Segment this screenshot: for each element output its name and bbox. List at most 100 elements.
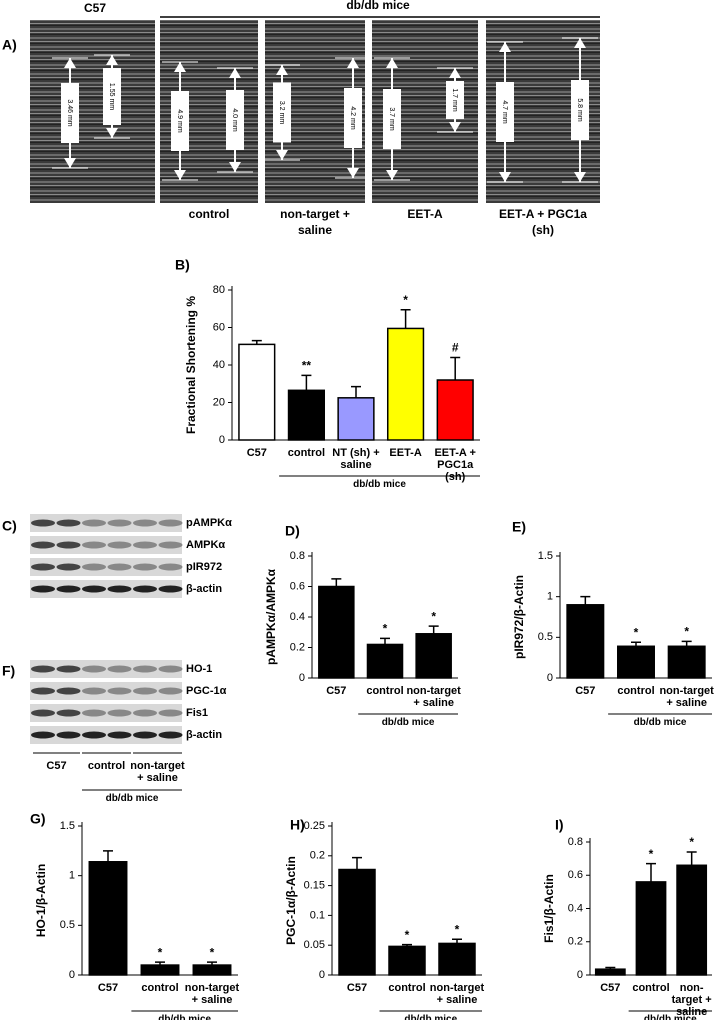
y-tick-label: 20 [213,396,225,408]
blot-band [56,519,81,527]
group-label: db/db mice [346,0,410,12]
bar [238,343,276,441]
blot-band [158,585,183,593]
significance-label: * [684,625,689,639]
measurement: 4.9 mm [176,109,183,133]
arrow-head [174,170,186,180]
x-tick-label: C57 [97,982,119,994]
error-bar [631,641,641,647]
arrow-head [106,55,118,65]
y-axis-label: Fractional Shortening % [184,296,198,434]
significance-label: * [455,922,460,936]
blot-band [31,687,55,695]
blot-band [31,541,55,549]
significance-label: * [158,945,163,959]
significance-label: * [383,622,388,636]
panel-label: B) [175,257,190,273]
error-bar [331,578,342,587]
blot-label: β-actin [186,729,222,741]
bar [140,964,180,976]
group-label: db/db mice [353,479,406,490]
error-bar [580,595,591,605]
bar [366,643,404,679]
panel-label: I) [555,817,564,833]
error-bar [452,938,462,944]
y-tick-label: 0 [69,969,75,981]
group-label: db/db mice [105,793,159,804]
blot-band [82,731,106,739]
bar [438,942,476,976]
y-tick-label: 0 [547,672,553,684]
blot-band [56,731,81,739]
y-axis-label: Fis1/β-Actin [542,874,556,943]
blot-band [31,563,55,571]
blot-band [31,731,55,739]
x-tick-label: non-target + saline [659,685,714,709]
blot-band [158,709,183,717]
panel-label: D) [285,523,300,539]
m-mode-image [30,20,155,203]
y-tick-label: 1 [547,591,553,603]
x-tick-label: non-target + saline [184,982,240,1006]
blot-label: HO-1 [186,663,212,675]
measure-box [171,91,189,151]
group-label: C57 [84,1,106,15]
blot-band [82,665,106,673]
blot-band [107,519,132,527]
panel-label: E) [512,519,526,535]
blot-band [82,519,106,527]
y-tick-label: 0.6 [290,580,305,592]
error-bar [351,385,361,398]
panel-label: H) [290,817,305,833]
y-axis-label: HO-1/β-Actin [34,864,48,937]
blot-band [133,585,157,593]
blot-band [133,687,157,695]
blot-band [133,731,157,739]
group-label: db/db mice [404,1014,458,1020]
bar [594,968,626,976]
condition-label: control [188,207,230,221]
significance-label: ** [302,358,312,372]
bar [318,585,355,679]
measurement: 1.7 mm [451,88,458,112]
arrow-head [574,38,586,48]
y-tick-label: 0.5 [538,631,553,643]
arrow-head [64,58,76,68]
measurement: 3.7 mm [388,107,395,131]
blot-band [133,665,157,673]
blot-band [158,731,183,739]
arrow-head [386,170,398,180]
bar [337,397,375,441]
y-axis-label: pAMPKα/AMPKα [264,568,278,665]
panel-label: G) [30,811,46,827]
group-label: db/db mice [381,717,435,728]
x-tick-label: C57 [575,685,596,697]
y-axis-label: PGC-1α/β-Actin [284,856,298,945]
blot-band [107,709,132,717]
arrow-head [499,42,511,52]
y-tick-label: 0.05 [304,939,325,951]
blot-band [31,665,55,673]
significance-label: # [452,341,459,355]
y-tick-label: 0.4 [290,611,305,623]
bar [192,964,232,976]
y-tick-label: 0.1 [310,909,325,921]
y-tick-label: 0 [299,672,305,684]
significance-label: * [210,945,215,959]
blot-band [31,519,55,527]
bar [676,864,708,976]
measurement: 4.0 mm [231,108,238,132]
error-bar [400,308,411,329]
arrow-head [449,122,461,132]
panel-label: A) [2,37,17,53]
panel-label: C) [2,518,17,534]
y-tick-label: 0.6 [568,869,583,881]
measure-box [61,83,79,143]
blot-band [31,585,55,593]
blot-band [158,665,183,673]
bar [287,389,326,441]
blot-band [158,541,183,549]
blot-band [133,709,157,717]
